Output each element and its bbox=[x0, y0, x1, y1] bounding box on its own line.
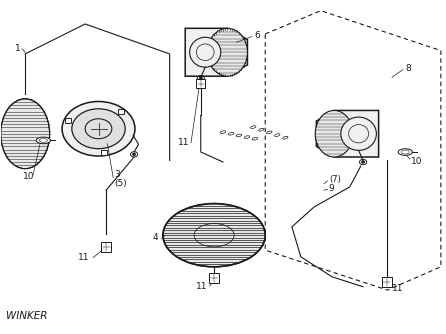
FancyBboxPatch shape bbox=[209, 274, 219, 284]
FancyBboxPatch shape bbox=[118, 110, 124, 114]
Ellipse shape bbox=[341, 117, 376, 150]
Circle shape bbox=[132, 153, 136, 156]
Text: 11: 11 bbox=[196, 282, 207, 291]
Circle shape bbox=[361, 161, 365, 163]
Ellipse shape bbox=[1, 99, 50, 169]
Text: 1: 1 bbox=[15, 44, 21, 53]
Text: WINKER: WINKER bbox=[6, 311, 48, 321]
Text: 4: 4 bbox=[153, 233, 158, 242]
Ellipse shape bbox=[190, 37, 221, 67]
Ellipse shape bbox=[36, 137, 50, 144]
Text: 11: 11 bbox=[392, 284, 404, 293]
Text: 8: 8 bbox=[405, 64, 411, 73]
FancyBboxPatch shape bbox=[101, 242, 111, 252]
Ellipse shape bbox=[207, 28, 248, 76]
FancyBboxPatch shape bbox=[196, 79, 205, 89]
Text: (5): (5) bbox=[115, 179, 127, 188]
Text: 11: 11 bbox=[78, 253, 90, 262]
Text: 6: 6 bbox=[254, 31, 260, 40]
Circle shape bbox=[62, 102, 135, 156]
Text: 11: 11 bbox=[178, 138, 190, 147]
Text: 10: 10 bbox=[411, 157, 422, 166]
FancyBboxPatch shape bbox=[65, 118, 71, 123]
Ellipse shape bbox=[163, 204, 265, 267]
Text: 3: 3 bbox=[115, 170, 120, 179]
Text: (7): (7) bbox=[329, 175, 341, 184]
Text: 9: 9 bbox=[329, 184, 334, 193]
FancyBboxPatch shape bbox=[101, 150, 107, 155]
Ellipse shape bbox=[398, 149, 413, 155]
Circle shape bbox=[199, 77, 202, 79]
FancyBboxPatch shape bbox=[382, 277, 392, 287]
Text: 10: 10 bbox=[22, 172, 34, 181]
Ellipse shape bbox=[315, 111, 353, 157]
Polygon shape bbox=[185, 28, 248, 76]
Polygon shape bbox=[316, 111, 379, 157]
Circle shape bbox=[72, 109, 125, 149]
